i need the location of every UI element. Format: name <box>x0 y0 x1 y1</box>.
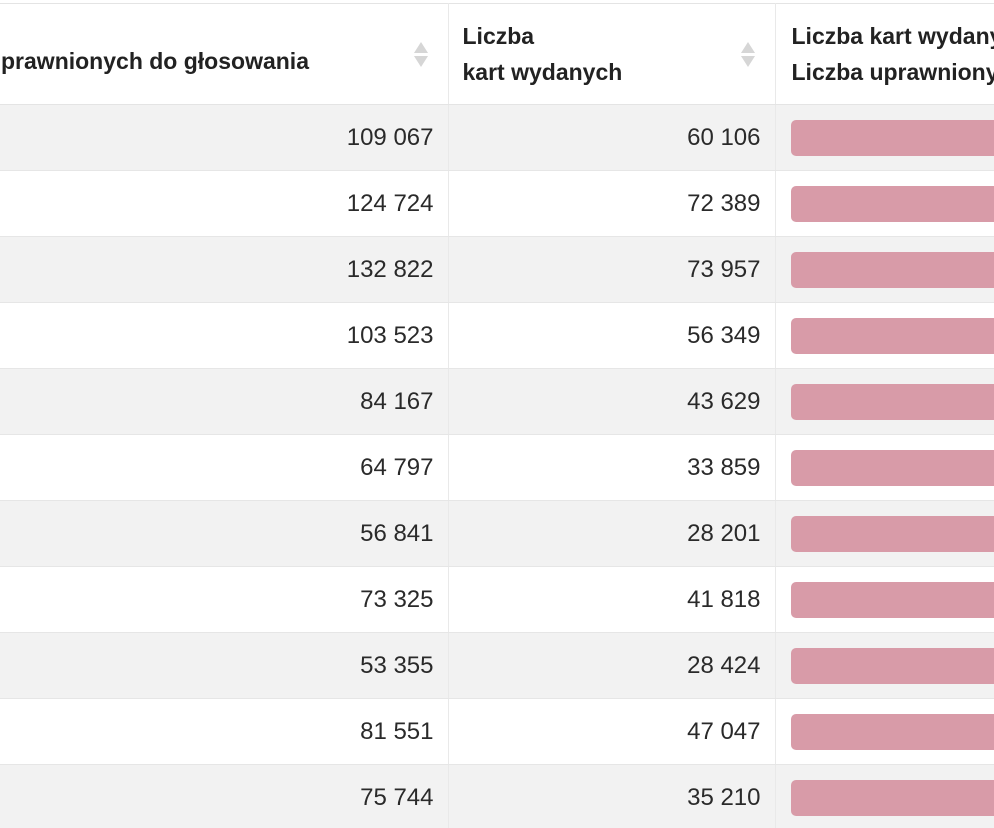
turnout-bar-cell <box>775 236 994 303</box>
turnout-bar <box>790 251 994 288</box>
turnout-bar-cell <box>775 434 994 501</box>
header-ballots-issued[interactable]: Liczba kart wydanych <box>448 3 776 105</box>
eligible-voters-cell: 103 523 <box>0 302 449 369</box>
table-row: 132 822 73 957 <box>0 236 994 303</box>
eligible-voters-cell: 53 355 <box>0 632 449 699</box>
header-issued-label-line1: Liczba <box>462 23 535 49</box>
sort-descending-icon <box>740 56 755 67</box>
table-row: 73 325 41 818 <box>0 566 994 633</box>
header-turnout-ratio[interactable]: Liczba kart wydanych / Liczba uprawniony… <box>775 3 994 105</box>
ballots-issued-cell: 28 201 <box>448 500 776 567</box>
turnout-bar-cell <box>775 566 994 633</box>
eligible-voters-cell: 64 797 <box>0 434 449 501</box>
table-body: 109 067 60 106 124 724 72 389 132 822 73… <box>0 104 994 828</box>
table-row: 81 551 47 047 <box>0 698 994 765</box>
table-row: 64 797 33 859 <box>0 434 994 501</box>
turnout-bar <box>790 449 994 486</box>
sort-ascending-icon <box>413 42 428 53</box>
table-row: 56 841 28 201 <box>0 500 994 567</box>
header-ratio-label-line1: Liczba kart wydanych / <box>791 23 994 49</box>
sort-ascending-icon <box>740 42 755 53</box>
turnout-bar-cell <box>775 170 994 237</box>
table-row: 75 744 35 210 <box>0 764 994 828</box>
turnout-bar <box>790 713 994 750</box>
eligible-voters-cell: 75 744 <box>0 764 449 828</box>
turnout-bar-cell <box>775 368 994 435</box>
turnout-bar <box>790 779 994 816</box>
turnout-bar-cell <box>775 104 994 171</box>
table-row: 124 724 72 389 <box>0 170 994 237</box>
table-row: 103 523 56 349 <box>0 302 994 369</box>
header-ratio-label-line2: Liczba uprawnionych <box>791 59 994 85</box>
turnout-bar <box>790 383 994 420</box>
ballots-issued-cell: 43 629 <box>448 368 776 435</box>
ballots-issued-cell: 56 349 <box>448 302 776 369</box>
ballots-issued-cell: 35 210 <box>448 764 776 828</box>
table-header: Liczba uprawnionych do głosowania Liczba… <box>0 3 994 105</box>
eligible-voters-cell: 56 841 <box>0 500 449 567</box>
ballots-issued-cell: 72 389 <box>448 170 776 237</box>
header-eligible-label: Liczba uprawnionych do głosowania <box>0 48 309 74</box>
sort-icon[interactable] <box>413 40 428 70</box>
ballots-issued-cell: 33 859 <box>448 434 776 501</box>
eligible-voters-cell: 84 167 <box>0 368 449 435</box>
table-row: 84 167 43 629 <box>0 368 994 435</box>
header-eligible-voters[interactable]: Liczba uprawnionych do głosowania <box>0 3 449 105</box>
turnout-bar <box>790 185 994 222</box>
turnout-bar <box>790 581 994 618</box>
eligible-voters-cell: 109 067 <box>0 104 449 171</box>
header-row: Liczba uprawnionych do głosowania Liczba… <box>0 3 994 105</box>
turnout-bar-cell <box>775 500 994 567</box>
sort-descending-icon <box>413 56 428 67</box>
header-issued-label-line2: kart wydanych <box>462 59 623 85</box>
ballots-issued-cell: 41 818 <box>448 566 776 633</box>
eligible-voters-cell: 132 822 <box>0 236 449 303</box>
eligible-voters-cell: 124 724 <box>0 170 449 237</box>
ballots-issued-cell: 28 424 <box>448 632 776 699</box>
ballots-issued-cell: 47 047 <box>448 698 776 765</box>
eligible-voters-cell: 81 551 <box>0 698 449 765</box>
eligible-voters-cell: 73 325 <box>0 566 449 633</box>
sort-icon[interactable] <box>740 40 755 70</box>
turnout-bar-cell <box>775 302 994 369</box>
turnout-bar-cell <box>775 632 994 699</box>
ballots-issued-cell: 73 957 <box>448 236 776 303</box>
turnout-bar-cell <box>775 764 994 828</box>
ballots-issued-cell: 60 106 <box>448 104 776 171</box>
turnout-bar <box>790 317 994 354</box>
turnout-bar <box>790 647 994 684</box>
turnout-bar-cell <box>775 698 994 765</box>
turnout-bar <box>790 515 994 552</box>
table-row: 53 355 28 424 <box>0 632 994 699</box>
turnout-bar <box>790 119 994 156</box>
results-table: Liczba uprawnionych do głosowania Liczba… <box>0 3 994 828</box>
table-row: 109 067 60 106 <box>0 104 994 171</box>
